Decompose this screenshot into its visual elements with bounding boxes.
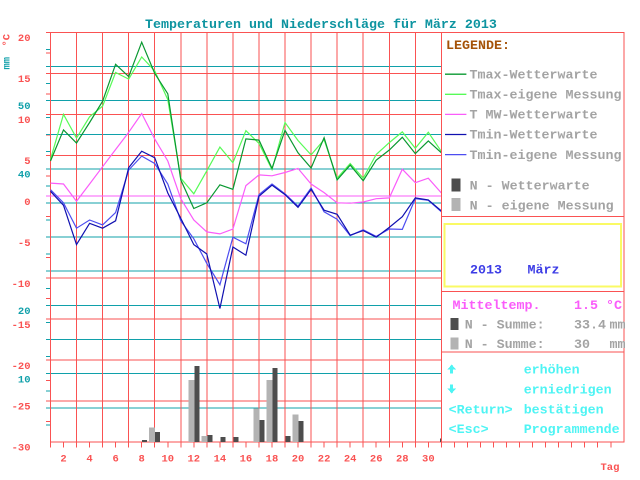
svg-text:4: 4: [86, 454, 92, 466]
svg-text:22: 22: [318, 454, 331, 466]
svg-text:-10: -10: [12, 279, 31, 291]
svg-text:-5: -5: [18, 238, 31, 250]
svg-text:<Return>: <Return>: [449, 404, 513, 419]
svg-text:N - Wetterwarte: N - Wetterwarte: [470, 180, 590, 195]
svg-text:-20: -20: [12, 361, 31, 373]
svg-text:erniedrigen: erniedrigen: [524, 384, 612, 399]
svg-text:10: 10: [161, 454, 174, 466]
svg-text:Tmax-eigene Messung: Tmax-eigene Messung: [470, 89, 622, 104]
svg-text:28: 28: [396, 454, 409, 466]
svg-text:40: 40: [18, 170, 31, 182]
svg-text:20: 20: [18, 306, 31, 318]
svg-text:-30: -30: [12, 443, 31, 455]
svg-text:N - eigene Messung: N - eigene Messung: [470, 200, 614, 215]
svg-text:50: 50: [18, 101, 31, 113]
svg-text:Programmende: Programmende: [524, 423, 620, 438]
svg-text:10: 10: [18, 374, 31, 386]
svg-text:-15: -15: [12, 320, 31, 332]
svg-text:Tmin-eigene Messung: Tmin-eigene Messung: [470, 149, 622, 164]
svg-text:12: 12: [188, 454, 201, 466]
svg-text:<Esc>: <Esc>: [449, 423, 489, 438]
svg-text:T MW-Wetterwarte: T MW-Wetterwarte: [470, 109, 598, 124]
svg-text:2: 2: [60, 454, 66, 466]
svg-text:1.5 °C: 1.5 °C: [574, 299, 622, 314]
svg-text:erhöhen: erhöhen: [524, 364, 580, 379]
svg-text:N - Summe:: N - Summe:: [465, 338, 545, 353]
svg-text:Tag: Tag: [601, 462, 620, 474]
svg-text:30: 30: [422, 454, 435, 466]
svg-text:10: 10: [18, 115, 31, 127]
svg-text:-25: -25: [12, 402, 31, 414]
svg-text:14: 14: [214, 454, 227, 466]
svg-text:26: 26: [370, 454, 383, 466]
svg-text:LEGENDE:: LEGENDE:: [446, 39, 510, 54]
svg-text:mm: mm: [610, 319, 626, 334]
svg-text:0: 0: [24, 197, 30, 209]
svg-text:Temperaturen und Niederschläge: Temperaturen und Niederschläge für März …: [145, 18, 497, 33]
svg-text:20: 20: [18, 33, 31, 45]
svg-text:März: März: [528, 264, 560, 279]
svg-text:mm: mm: [610, 338, 626, 353]
svg-text:18: 18: [266, 454, 279, 466]
svg-text:20: 20: [292, 454, 305, 466]
svg-text:8: 8: [139, 454, 145, 466]
svg-text:15: 15: [18, 74, 31, 86]
svg-text:33.4: 33.4: [574, 319, 606, 334]
svg-text:6: 6: [112, 454, 118, 466]
svg-text:Tmax-Wetterwarte: Tmax-Wetterwarte: [470, 68, 598, 83]
svg-text:mm: mm: [2, 57, 14, 70]
svg-text:°C: °C: [2, 33, 14, 46]
svg-text:N - Summe:: N - Summe:: [465, 319, 545, 334]
svg-text:30: 30: [574, 338, 590, 353]
svg-text:Tmin-Wetterwarte: Tmin-Wetterwarte: [470, 129, 598, 144]
svg-text:bestätigen: bestätigen: [524, 404, 604, 419]
svg-text:5: 5: [24, 156, 30, 168]
svg-text:2013: 2013: [470, 264, 502, 279]
svg-text:16: 16: [240, 454, 253, 466]
svg-text:Mitteltemp.: Mitteltemp.: [453, 299, 541, 314]
svg-text:24: 24: [344, 454, 357, 466]
